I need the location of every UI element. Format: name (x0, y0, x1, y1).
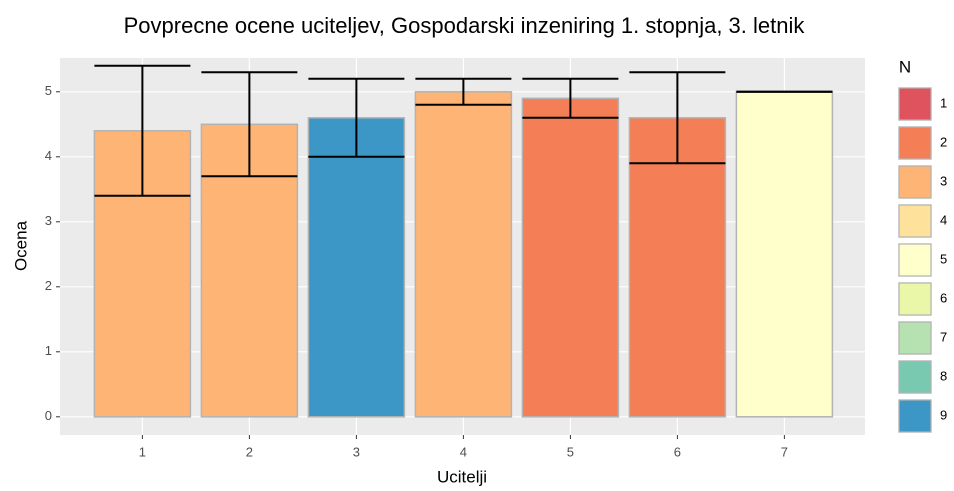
legend-label: 6 (940, 290, 947, 305)
y-tick-label: 3 (45, 213, 52, 228)
legend-label: 8 (940, 368, 947, 383)
bar (521, 97, 620, 418)
legend-label: 9 (940, 407, 947, 422)
y-axis-title: Ocena (11, 220, 30, 271)
x-tick-label: 5 (567, 444, 574, 459)
legend-swatch (898, 165, 932, 199)
chart-title: Povprecne ocene uciteljev, Gospodarski i… (124, 13, 806, 38)
legend-swatch (898, 399, 932, 433)
bar (628, 117, 727, 418)
legend-swatch (898, 321, 932, 355)
legend-swatch (898, 243, 932, 277)
legend-swatch (898, 126, 932, 160)
legend-swatch (898, 87, 932, 121)
legend-label: 5 (940, 251, 947, 266)
legend-label: 7 (940, 329, 947, 344)
x-tick-label: 6 (674, 444, 681, 459)
x-tick-label: 4 (460, 444, 467, 459)
bar (307, 117, 406, 418)
legend-label: 1 (940, 95, 947, 110)
bar (414, 91, 513, 418)
legend-title: N (899, 57, 911, 76)
x-tick-label: 3 (353, 444, 360, 459)
x-tick-label: 2 (246, 444, 253, 459)
x-axis-title: Ucitelji (437, 467, 487, 486)
y-tick-label: 0 (45, 408, 52, 423)
y-tick-label: 4 (45, 148, 52, 163)
y-tick-label: 2 (45, 278, 52, 293)
legend-swatch (898, 204, 932, 238)
legend-swatch (898, 282, 932, 316)
legend-swatch (898, 360, 932, 394)
legend-label: 2 (940, 134, 947, 149)
y-tick-label: 5 (45, 83, 52, 98)
bar (735, 91, 834, 418)
y-tick-label: 1 (45, 343, 52, 358)
legend-label: 3 (940, 173, 947, 188)
x-tick-label: 7 (781, 444, 788, 459)
x-tick-label: 1 (139, 444, 146, 459)
legend-label: 4 (940, 212, 947, 227)
